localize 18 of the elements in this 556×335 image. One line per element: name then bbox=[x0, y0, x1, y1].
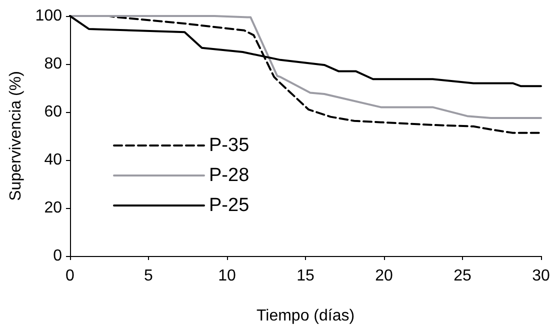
y-tick-label: 0 bbox=[53, 248, 62, 264]
x-tick-label: 5 bbox=[144, 268, 154, 284]
y-tick-label: 40 bbox=[44, 152, 62, 168]
legend-label: P-35 bbox=[209, 135, 250, 156]
x-tick-label: 25 bbox=[454, 268, 472, 284]
legend-label: P-28 bbox=[209, 165, 250, 186]
y-tick-label: 20 bbox=[44, 200, 62, 216]
y-tick-label: 100 bbox=[35, 8, 62, 24]
y-tick-label: 80 bbox=[44, 56, 62, 72]
x-tick-label: 20 bbox=[375, 268, 393, 284]
x-tick-label: 15 bbox=[296, 268, 314, 284]
x-axis-title: Tiempo (días) bbox=[256, 308, 355, 324]
x-tick-label: 30 bbox=[532, 268, 550, 284]
y-axis-title: Supervivencia (%) bbox=[8, 71, 24, 201]
x-tick-label: 10 bbox=[218, 268, 236, 284]
y-tick-label: 60 bbox=[44, 104, 62, 120]
x-tick-label: 0 bbox=[66, 268, 75, 284]
legend-label: P-25 bbox=[209, 195, 250, 216]
